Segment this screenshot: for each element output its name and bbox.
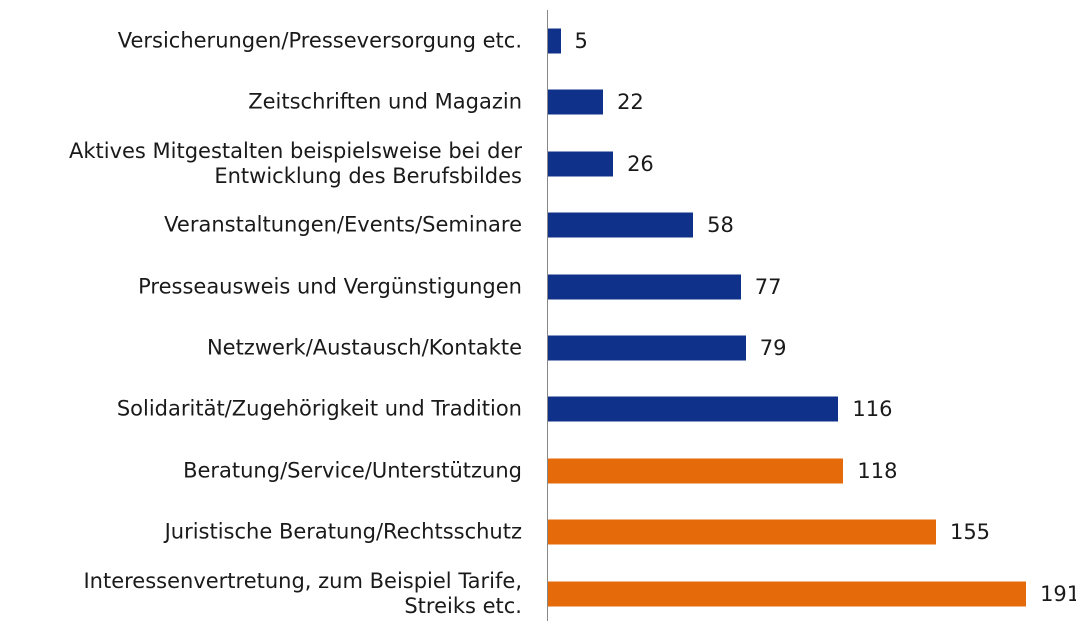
value-label: 5 (574, 29, 588, 53)
category-label: Zeitschriften und Magazin (248, 89, 522, 114)
bar (548, 274, 741, 300)
category-label: Veranstaltungen/Events/Seminare (164, 212, 522, 237)
category-label: Beratung/Service/Unterstützung (183, 458, 522, 483)
category-label: Presseausweis und Vergünstigungen (138, 274, 522, 299)
value-label: 77 (754, 274, 782, 299)
bar (548, 151, 614, 177)
value-label: 22 (617, 90, 644, 115)
bar (548, 212, 694, 238)
bar (548, 28, 561, 54)
category-label: Solidarität/Zugehörigkeit und Tradition (116, 396, 522, 421)
category-label: Aktives Mitgestalten beispielsweise bei … (68, 138, 522, 188)
bar (548, 335, 746, 361)
value-label: 26 (627, 151, 654, 176)
value-label: 58 (707, 213, 734, 238)
axis-line (547, 10, 548, 621)
category-label: Netzwerk/Austausch/Kontakte (206, 335, 522, 360)
category-label: Juristische Beratung/Rechtsschutz (164, 519, 522, 544)
bar (548, 396, 839, 422)
value-label: 116 (852, 397, 893, 422)
value-label: 155 (949, 520, 991, 545)
value-label: 191 (1040, 581, 1076, 606)
bar (548, 458, 844, 484)
category-label: Versicherungen/Presseversorgung etc. (117, 28, 522, 53)
bar (548, 89, 604, 115)
category-label: Interessenvertretung, zum Beispiel Tarif… (83, 568, 522, 618)
value-label: 79 (759, 336, 787, 360)
value-label: 118 (857, 458, 898, 483)
bar (548, 581, 1027, 607)
bar (548, 519, 936, 545)
